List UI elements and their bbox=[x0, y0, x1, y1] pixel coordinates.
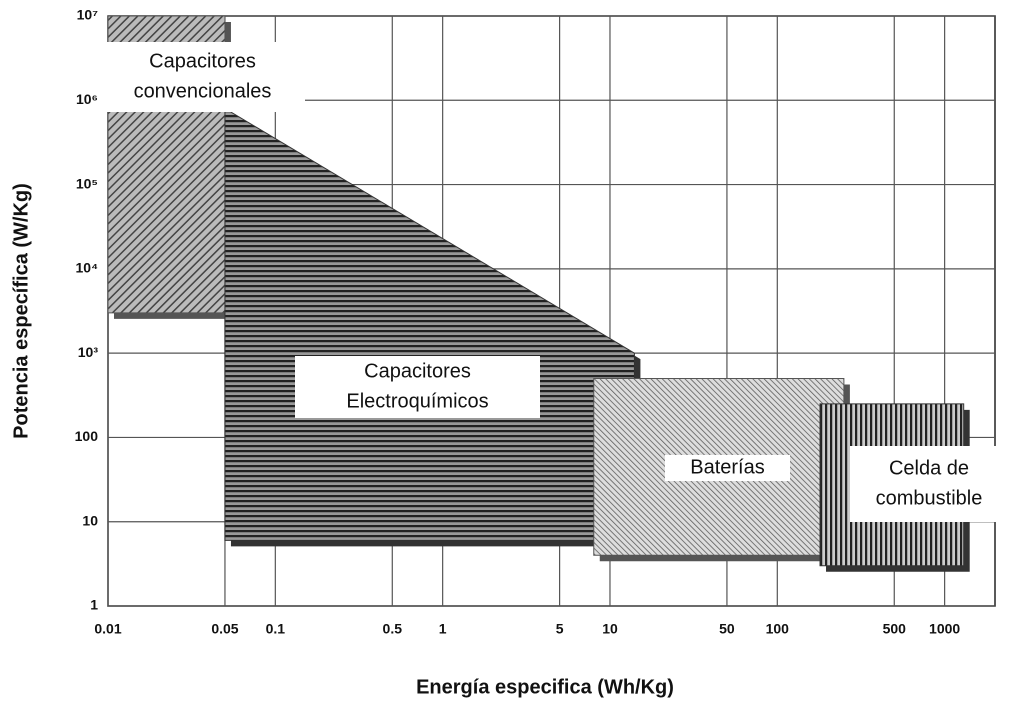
x-tick-label: 50 bbox=[719, 621, 735, 637]
label-box bbox=[100, 42, 305, 112]
region-label: combustible bbox=[876, 487, 983, 509]
label-box bbox=[665, 455, 790, 481]
x-tick-label: 1000 bbox=[929, 621, 960, 637]
x-tick-label: 100 bbox=[766, 621, 790, 637]
y-tick-label: 100 bbox=[75, 428, 99, 444]
x-tick-label: 10 bbox=[602, 621, 618, 637]
region-label: Capacitores bbox=[364, 360, 471, 382]
y-tick-label: 10⁷ bbox=[77, 7, 99, 23]
y-tick-label: 10⁶ bbox=[76, 91, 98, 107]
x-tick-label: 0.05 bbox=[211, 621, 238, 637]
y-tick-label: 10 bbox=[82, 512, 98, 528]
region-label: Electroquímicos bbox=[346, 390, 488, 412]
x-tick-label: 0.5 bbox=[383, 621, 403, 637]
y-axis-title: Potencia específica (W/Kg) bbox=[10, 183, 32, 439]
region-label: convencionales bbox=[134, 80, 272, 102]
x-axis-title: Energía especifica (Wh/Kg) bbox=[416, 676, 674, 698]
region-label: Celda de bbox=[889, 457, 969, 479]
x-tick-label: 0.01 bbox=[94, 621, 121, 637]
x-tick-label: 1 bbox=[439, 621, 447, 637]
y-tick-label: 10⁴ bbox=[76, 260, 99, 276]
x-tick-label: 500 bbox=[883, 621, 907, 637]
y-tick-label: 10³ bbox=[78, 344, 99, 360]
region-label: Baterías bbox=[690, 456, 764, 478]
label-box bbox=[295, 356, 540, 418]
y-tick-label: 1 bbox=[90, 597, 98, 613]
region bbox=[224, 107, 635, 541]
y-tick-label: 10⁵ bbox=[76, 175, 98, 191]
x-tick-label: 0.1 bbox=[266, 621, 286, 637]
x-tick-label: 5 bbox=[556, 621, 564, 637]
label-box bbox=[850, 446, 1008, 522]
region-label: Capacitores bbox=[149, 50, 256, 72]
